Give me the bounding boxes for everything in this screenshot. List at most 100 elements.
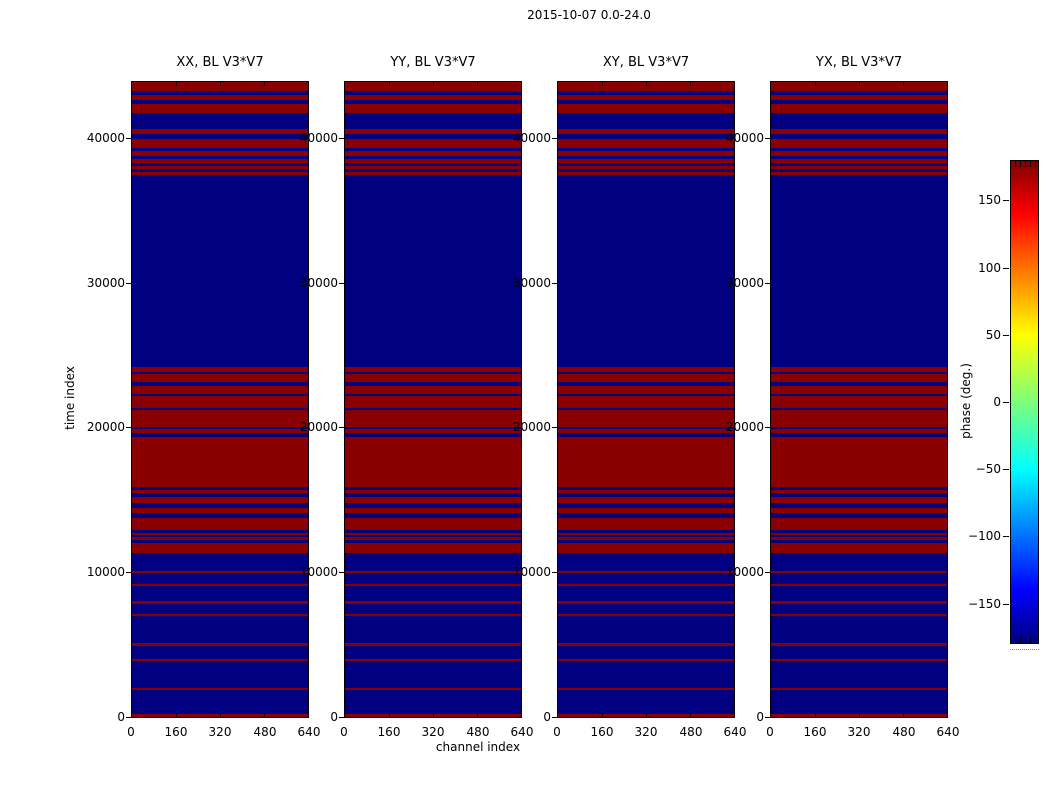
phase-band-red [345, 543, 521, 553]
phase-band-blue [771, 690, 947, 714]
phase-band-red [771, 643, 947, 646]
phase-band-red [132, 584, 308, 586]
phase-band-blue [558, 156, 734, 159]
phase-band-red [132, 614, 308, 616]
phase-band-red [558, 614, 734, 616]
phase-band-blue [558, 394, 734, 396]
y-axis-tick [339, 427, 344, 428]
phase-band-blue [345, 661, 521, 688]
phase-band-red [771, 104, 947, 113]
phase-band-blue [558, 513, 734, 518]
colorbar-minor-tick [1035, 637, 1036, 643]
phase-band-red [558, 688, 734, 690]
y-axis-tick [339, 283, 344, 284]
phase-band-blue [558, 530, 734, 533]
phase-band-blue [558, 604, 734, 614]
phase-band-blue [132, 513, 308, 518]
colorbar [1010, 160, 1039, 644]
phase-band-red [771, 82, 947, 91]
phase-band-red [132, 95, 308, 100]
phase-band-blue [771, 487, 947, 490]
phase-band-blue [132, 535, 308, 537]
phase-band-blue [558, 163, 734, 166]
colorbar-minor-tick [1020, 161, 1021, 167]
phase-band-blue [345, 540, 521, 543]
y-axis-tick [339, 717, 344, 718]
phase-band-red [345, 659, 521, 661]
phase-band-blue [771, 113, 947, 129]
phase-band-red [132, 367, 308, 372]
x-axis-tick [646, 82, 647, 86]
phase-band-blue [132, 175, 308, 367]
y-tick-label: 10000 [512, 565, 551, 579]
phase-band-blue [558, 175, 734, 367]
phase-band-red [558, 659, 734, 661]
phase-band-blue [771, 503, 947, 508]
phase-band-red [771, 396, 947, 408]
phase-band-red [132, 571, 308, 573]
colorbar-tick-label: −150 [968, 597, 1001, 611]
x-tick-label: 480 [253, 725, 277, 739]
y-tick-label: 10000 [725, 565, 764, 579]
phase-band-blue [132, 553, 308, 571]
x-axis-tick [389, 82, 390, 86]
y-tick-label: 0 [756, 710, 764, 724]
phase-band-red [132, 410, 308, 427]
y-axis-tick [552, 427, 557, 428]
subplot-title-yx: YX, BL V3*V7 [815, 55, 903, 70]
phase-band-red [345, 490, 521, 493]
x-axis-tick [859, 713, 860, 717]
phase-band-blue [771, 427, 947, 429]
phase-band-blue [132, 134, 308, 139]
phase-band-blue [132, 690, 308, 714]
phase-band-red [345, 139, 521, 148]
phase-band-red [558, 543, 734, 553]
phase-band-blue [345, 169, 521, 172]
phase-band-red [558, 429, 734, 433]
phase-band-red [345, 159, 521, 163]
phase-band-blue [132, 487, 308, 490]
phase-band-red [771, 429, 947, 433]
phase-band-red [558, 104, 734, 113]
phase-band-red [558, 139, 734, 148]
x-tick-label: 640 [936, 725, 960, 739]
phase-band-blue [132, 100, 308, 104]
colorbar-tick-label: −100 [968, 529, 1001, 543]
phase-band-blue [345, 604, 521, 614]
phase-band-blue [132, 113, 308, 129]
phase-band-blue [558, 616, 734, 643]
colorbar-tick-label: 0 [993, 395, 1001, 409]
phase-band-red [558, 95, 734, 100]
y-axis-tick [126, 138, 131, 139]
phase-band-blue [771, 586, 947, 601]
y-axis-tick [765, 138, 770, 139]
phase-band-blue [345, 148, 521, 151]
phase-band-red [345, 643, 521, 646]
phase-band-blue [771, 433, 947, 437]
phase-band-red [132, 429, 308, 433]
phase-band-blue [345, 394, 521, 396]
y-tick-label: 0 [543, 710, 551, 724]
x-axis-tick [602, 82, 603, 86]
phase-band-blue [558, 535, 734, 537]
phase-band-red [771, 386, 947, 394]
x-tick-label: 480 [466, 725, 490, 739]
phase-band-red [132, 139, 308, 148]
y-tick-label: 0 [330, 710, 338, 724]
phase-band-red [345, 374, 521, 382]
phase-band-red [771, 172, 947, 175]
phase-band-blue [771, 540, 947, 543]
phase-band-blue [132, 503, 308, 508]
phase-band-red [558, 601, 734, 604]
phase-band-blue [132, 530, 308, 533]
colorbar-tick-label: 100 [978, 261, 1001, 275]
heatmap-panel-yx [770, 81, 948, 718]
phase-band-red [345, 82, 521, 91]
colorbar-tick-label: 150 [978, 193, 1001, 207]
heatmap-panel-xx [131, 81, 309, 718]
colorbar-tick [1003, 335, 1009, 336]
phase-band-red [558, 166, 734, 169]
phase-band-red [771, 159, 947, 163]
y-tick-label: 40000 [725, 131, 764, 145]
